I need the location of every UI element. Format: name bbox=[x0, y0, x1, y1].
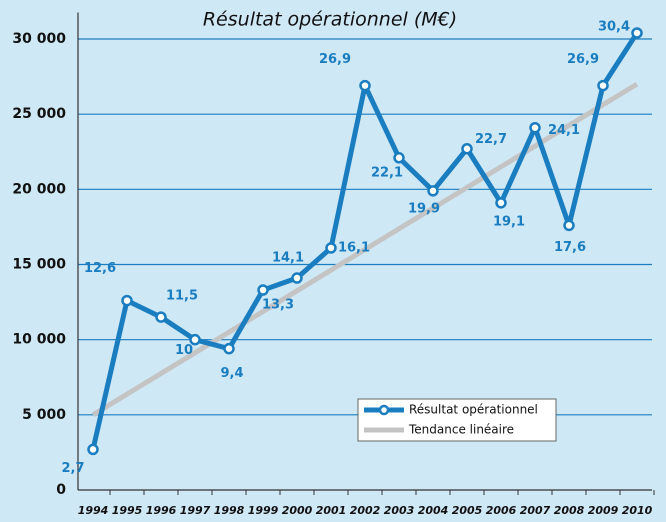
data-point bbox=[155, 311, 167, 323]
x-tick-label: 2009 bbox=[588, 504, 619, 517]
y-tick-label: 20 000 bbox=[12, 181, 66, 197]
y-tick-label: 0 bbox=[56, 482, 66, 498]
x-tick-label: 2007 bbox=[520, 504, 551, 517]
data-label: 16,1 bbox=[338, 240, 370, 255]
data-label: 22,1 bbox=[371, 165, 403, 180]
legend-box bbox=[357, 398, 557, 442]
x-tick-label: 2008 bbox=[554, 504, 585, 517]
data-point bbox=[291, 272, 303, 284]
data-point bbox=[461, 142, 473, 155]
data-label: 30,4 bbox=[598, 19, 630, 34]
x-tick-label: 1998 bbox=[214, 504, 245, 517]
data-point bbox=[189, 333, 201, 346]
x-tick-label: 2002 bbox=[350, 504, 381, 517]
x-tick-label: 2004 bbox=[418, 504, 449, 517]
x-tick-label: 1997 bbox=[180, 504, 211, 517]
x-tick-label: 1999 bbox=[248, 504, 279, 517]
x-tick-label: 2005 bbox=[452, 504, 483, 517]
data-point bbox=[87, 443, 99, 456]
data-point bbox=[495, 197, 507, 209]
data-point bbox=[325, 242, 337, 254]
data-point bbox=[631, 27, 643, 39]
x-tick-label: 2006 bbox=[486, 504, 517, 517]
data-label: 14,1 bbox=[272, 251, 304, 266]
data-label: 24,1 bbox=[548, 123, 580, 138]
y-tick-label: 15 000 bbox=[12, 257, 66, 273]
data-point bbox=[121, 294, 133, 307]
x-tick-label: 2000 bbox=[282, 504, 313, 517]
data-point bbox=[529, 121, 541, 134]
x-tick-label: 1994 bbox=[78, 504, 109, 517]
data-label: 9,4 bbox=[220, 366, 243, 381]
data-label: 19,1 bbox=[493, 214, 525, 229]
data-label: 13,3 bbox=[262, 298, 294, 313]
y-tick-label: 5 000 bbox=[22, 407, 66, 423]
data-label: 17,6 bbox=[554, 240, 586, 255]
y-tick-label: 25 000 bbox=[12, 106, 66, 122]
data-point bbox=[257, 284, 269, 296]
data-point bbox=[427, 185, 439, 197]
data-label: 12,6 bbox=[84, 261, 116, 276]
data-label: 11,5 bbox=[166, 289, 198, 304]
chart-title: Résultat opérationnel (M€) bbox=[203, 9, 457, 31]
data-label: 2,7 bbox=[61, 461, 84, 476]
data-label: 26,9 bbox=[319, 52, 351, 67]
x-tick-label: 2010 bbox=[622, 504, 653, 517]
data-label: 19,9 bbox=[408, 201, 440, 216]
data-point bbox=[563, 219, 575, 232]
data-point bbox=[393, 152, 405, 164]
trend-line bbox=[91, 81, 639, 417]
data-label: 26,9 bbox=[567, 52, 599, 67]
legend-label: Tendance linéaire bbox=[408, 423, 514, 437]
legend-marker bbox=[378, 404, 390, 416]
legend-label: Résultat opérationnel bbox=[409, 403, 538, 417]
y-tick-label: 10 000 bbox=[12, 332, 66, 348]
x-tick-label: 2003 bbox=[384, 504, 415, 517]
data-label: 22,7 bbox=[475, 132, 507, 147]
data-point bbox=[359, 79, 371, 92]
data-point bbox=[223, 342, 235, 355]
x-tick-label: 1996 bbox=[146, 504, 177, 517]
y-tick-label: 30 000 bbox=[12, 31, 66, 47]
x-tick-label: 1995 bbox=[112, 504, 143, 517]
data-label: 10 bbox=[175, 343, 193, 358]
x-tick-label: 2001 bbox=[316, 504, 347, 517]
data-point bbox=[597, 79, 609, 92]
